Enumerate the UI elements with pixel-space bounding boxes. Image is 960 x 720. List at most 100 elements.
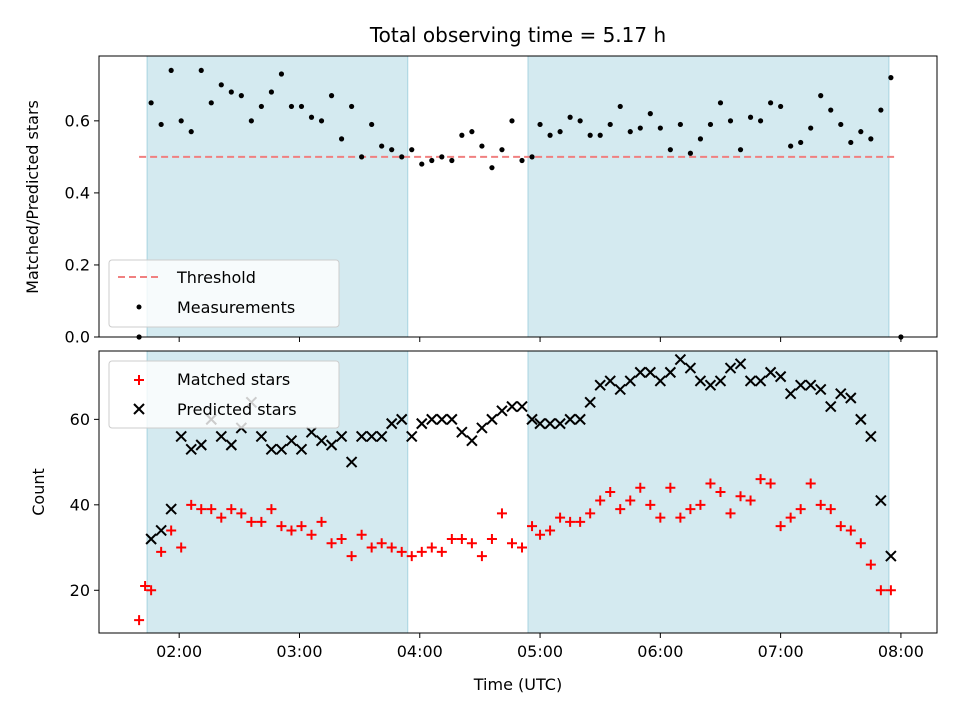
matched-stars-point xyxy=(306,529,317,540)
measurements-point xyxy=(747,114,754,120)
measurements-point xyxy=(828,107,834,113)
measurements-point xyxy=(617,103,623,110)
measurements-point xyxy=(798,139,804,146)
measurements-point xyxy=(198,67,204,74)
y-tick-label: 20 xyxy=(70,581,90,600)
predicted-stars-point xyxy=(466,435,478,447)
matched-stars-point xyxy=(615,504,626,515)
top-x-ticks xyxy=(178,337,902,342)
predicted-stars-point xyxy=(416,417,428,430)
matched-stars-point xyxy=(266,504,277,515)
predicted-stars-point xyxy=(564,413,576,426)
x-tick-label: 07:00 xyxy=(758,642,804,661)
matched-stars-point xyxy=(555,512,566,523)
matched-stars-point xyxy=(635,482,646,493)
measurements-point xyxy=(338,136,345,142)
matched-stars-point xyxy=(456,534,467,544)
x-tick-label: 05:00 xyxy=(517,642,563,661)
predicted-stars-point xyxy=(835,388,847,400)
measurements-point xyxy=(258,103,264,110)
predicted-stars-point xyxy=(574,413,586,426)
matched-stars-point xyxy=(286,525,297,536)
legend-matched-label: Matched stars xyxy=(177,370,290,389)
predicted-stars-point xyxy=(406,430,418,443)
legend-predicted-label: Predicted stars xyxy=(177,400,297,419)
matched-stars-point xyxy=(146,585,157,596)
matched-stars-point xyxy=(356,529,367,540)
legend-matched-swatch xyxy=(134,375,144,385)
predicted-stars-point xyxy=(624,375,636,387)
matched-stars-point xyxy=(565,516,576,527)
measurements-point xyxy=(349,103,355,110)
shaded-interval-1 xyxy=(527,350,890,634)
matched-stars-point xyxy=(376,538,387,549)
matched-stars-point xyxy=(545,525,556,536)
measurements-point xyxy=(298,103,305,110)
predicted-stars-point xyxy=(385,417,398,430)
measurements-point xyxy=(607,121,613,128)
measurements-point xyxy=(429,157,435,164)
predicted-stars-point xyxy=(764,366,777,379)
measurements-point xyxy=(878,107,884,113)
measurements-point xyxy=(637,125,643,131)
measurements-point xyxy=(278,71,285,77)
measurements-point xyxy=(587,132,593,138)
measurements-point xyxy=(419,161,425,167)
matched-stars-point xyxy=(655,512,666,523)
predicted-stars-point xyxy=(265,443,278,455)
measurements-point xyxy=(778,103,784,110)
matched-stars-point xyxy=(326,538,337,549)
x-tick-label: 02:00 xyxy=(156,642,202,661)
predicted-stars-point xyxy=(145,533,157,545)
measurements-point xyxy=(818,93,824,99)
measurements-point xyxy=(318,118,325,124)
measurements-point xyxy=(359,154,365,160)
matched-stars-point xyxy=(316,516,327,527)
predicted-stars-point xyxy=(554,417,566,430)
matched-stars-point xyxy=(585,508,596,519)
measurements-point xyxy=(687,150,694,156)
matched-stars-point xyxy=(785,512,796,523)
matched-stars-point xyxy=(386,542,397,553)
bottom-x-ticks: 02:00 03:00 04:00 05:00 06:00 07:00 08:00 xyxy=(156,633,924,661)
predicted-stars-point xyxy=(396,413,408,426)
measurements-point xyxy=(838,121,844,128)
measurements-point xyxy=(808,125,814,131)
predicted-stars-point xyxy=(426,413,438,426)
matched-stars-point xyxy=(625,495,636,506)
predicted-stars-point xyxy=(714,375,727,387)
matched-stars-point xyxy=(595,495,606,506)
matched-stars-point xyxy=(675,512,686,523)
predicted-stars-point xyxy=(815,383,827,396)
predicted-stars-point xyxy=(285,435,298,447)
predicted-stars-point xyxy=(195,439,207,451)
bottom-plot-marks xyxy=(134,355,897,626)
matched-stars-point xyxy=(506,538,517,549)
matched-stars-point xyxy=(446,534,457,544)
matched-stars-point xyxy=(256,516,267,527)
top-panel: 0.0 0.2 0.4 0.6 Matched/Predicted stars Thr… xyxy=(23,55,938,347)
legend-measurements-label: Measurements xyxy=(177,298,295,317)
measurements-point xyxy=(537,121,543,128)
matched-stars-point xyxy=(765,478,776,489)
matched-stars-point xyxy=(527,521,538,532)
measurements-point xyxy=(399,154,405,160)
predicted-stars-point xyxy=(526,413,538,426)
measurements-point xyxy=(268,89,275,95)
y-tick-label: 40 xyxy=(70,495,90,514)
measurements-point xyxy=(597,132,603,138)
predicted-stars-point xyxy=(255,430,268,443)
predicted-stars-point xyxy=(865,430,877,443)
matched-stars-point xyxy=(246,516,257,527)
matched-stars-point xyxy=(276,521,287,532)
matched-stars-point xyxy=(496,508,507,519)
matched-stars-point xyxy=(236,508,247,519)
matched-stars-point xyxy=(336,534,347,544)
matched-stars-point xyxy=(296,521,307,532)
matched-stars-point xyxy=(725,508,736,519)
matched-stars-point xyxy=(176,542,187,553)
measurements-point xyxy=(459,132,465,138)
predicted-stars-point xyxy=(516,400,528,413)
predicted-stars-point xyxy=(794,379,807,391)
measurements-point xyxy=(647,111,653,117)
